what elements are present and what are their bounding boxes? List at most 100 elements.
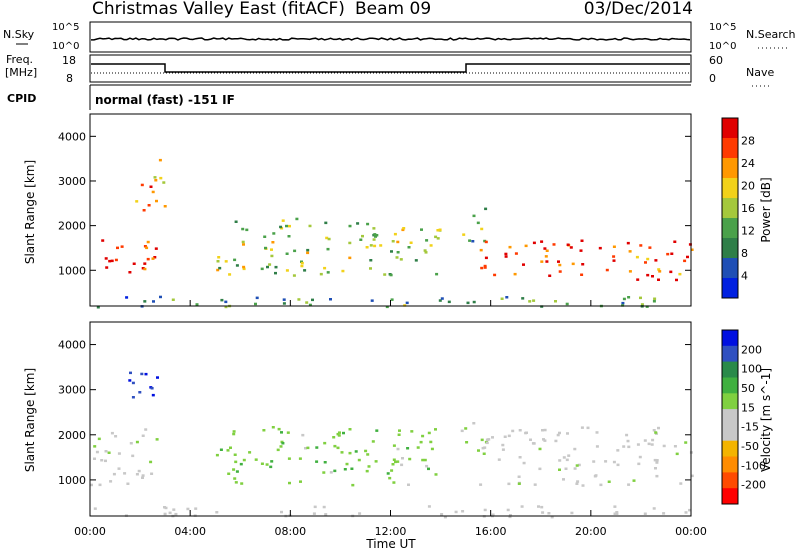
heatmap-cell — [684, 511, 688, 514]
heatmap-cell — [688, 508, 692, 512]
heatmap-cell — [491, 513, 495, 516]
heatmap-cell — [329, 471, 333, 474]
power-heatmap-cells — [96, 158, 694, 309]
heatmap-cell — [434, 473, 438, 476]
heatmap-cell — [274, 271, 277, 275]
heatmap-cell — [242, 243, 245, 246]
heatmap-cell — [242, 458, 246, 462]
colorbar-tick-label: -50 — [741, 440, 759, 453]
heatmap-cell — [385, 305, 389, 309]
heatmap-cell — [158, 158, 162, 162]
heatmap-cell — [392, 481, 396, 484]
colorbar-tick-label: 4 — [741, 270, 748, 283]
heatmap-cell — [540, 305, 544, 308]
heatmap-cell — [554, 439, 558, 443]
colorbar-segment — [722, 330, 738, 347]
heatmap-cell — [390, 298, 394, 301]
heatmap-cell — [325, 236, 329, 240]
heatmap-cell — [154, 179, 158, 182]
heatmap-cell — [541, 429, 544, 432]
heatmap-cell — [216, 260, 220, 263]
heatmap-cell — [440, 513, 444, 516]
heatmap-cell — [271, 426, 275, 429]
heatmap-cell — [558, 263, 562, 267]
heatmap-cell — [227, 472, 231, 475]
heatmap-cell — [425, 464, 429, 468]
heatmap-cell — [132, 262, 136, 265]
heatmap-cell — [518, 429, 522, 432]
heatmap-cell — [308, 224, 312, 228]
heatmap-cell — [144, 372, 148, 376]
heatmap-cell — [497, 458, 501, 461]
heatmap-cell — [245, 228, 249, 232]
heatmap-cell — [626, 439, 630, 443]
heatmap-cell — [480, 266, 484, 270]
heatmap-cell — [401, 228, 405, 232]
colorbar-tick-label: 100 — [741, 363, 762, 376]
heatmap-cell — [274, 265, 278, 269]
heatmap-cell — [142, 209, 146, 212]
heatmap-cell — [109, 480, 113, 483]
freq-trace — [91, 63, 690, 73]
heatmap-cell — [97, 437, 101, 441]
nsearch-tick-top: 10^5 — [709, 22, 736, 33]
heatmap-cell — [657, 426, 660, 430]
heatmap-cell — [607, 480, 611, 483]
heatmap-cell — [365, 246, 369, 249]
heatmap-cell — [657, 268, 661, 271]
heatmap-cell — [101, 239, 105, 242]
heatmap-cell — [604, 460, 608, 463]
heatmap-cell — [558, 459, 562, 462]
heatmap-cell — [579, 249, 583, 252]
heatmap-cell — [605, 268, 609, 272]
heatmap-cell — [434, 428, 437, 431]
heatmap-cell — [518, 456, 522, 459]
heatmap-cell — [149, 460, 153, 464]
heatmap-cell — [644, 261, 647, 264]
heatmap-cell — [96, 306, 100, 309]
heatmap-cell — [684, 441, 688, 444]
heatmap-cell — [636, 443, 640, 446]
heatmap-cell — [117, 452, 121, 455]
heatmap-cell — [397, 433, 401, 436]
heatmap-cell — [612, 259, 616, 262]
heatmap-cell — [639, 296, 642, 300]
heatmap-cell — [543, 428, 547, 432]
heatmap-cell — [557, 260, 560, 263]
colorbar-segment — [722, 472, 738, 489]
velocity-colorbar: 200 100 50 15 -15 -50 -100 -200 — [721, 329, 766, 505]
colorbar-tick-label: 28 — [741, 135, 755, 148]
heatmap-cell — [447, 300, 451, 304]
heatmap-cell — [688, 243, 692, 246]
heatmap-cell — [280, 510, 283, 514]
heatmap-cell — [332, 436, 336, 439]
heatmap-cell — [282, 298, 286, 301]
heatmap-cell — [300, 264, 304, 268]
heatmap-cell — [646, 273, 650, 277]
heatmap-cell — [143, 262, 147, 265]
heatmap-cell — [288, 481, 291, 485]
colorbar-tick-label: -200 — [741, 479, 766, 492]
x-tick-label: 00:00 — [675, 525, 707, 538]
heatmap-cell — [373, 233, 377, 236]
heatmap-cell — [405, 301, 409, 305]
heatmap-cell — [172, 508, 176, 511]
heatmap-cell — [276, 448, 280, 452]
heatmap-cell — [262, 429, 266, 432]
heatmap-cell — [279, 225, 283, 229]
freq-unit: [MHz] — [5, 66, 37, 79]
colorbar-tick-label: 16 — [741, 202, 755, 215]
velocity-panel-frame — [89, 321, 692, 517]
heatmap-cell — [627, 296, 631, 299]
axis-ticks: 1000 2000 3000 4000 1000 2000 3000 4000 00:00 04:… — [58, 130, 707, 538]
heatmap-cell — [408, 457, 412, 461]
heatmap-cell — [242, 267, 246, 271]
heatmap-cell — [615, 511, 619, 514]
heatmap-cell — [143, 245, 147, 248]
heatmap-cell — [163, 205, 167, 208]
heatmap-cell — [281, 219, 285, 222]
heatmap-cell — [652, 507, 656, 510]
heatmap-cell — [248, 451, 252, 454]
heatmap-cell — [232, 432, 236, 436]
heatmap-cell — [265, 463, 269, 466]
